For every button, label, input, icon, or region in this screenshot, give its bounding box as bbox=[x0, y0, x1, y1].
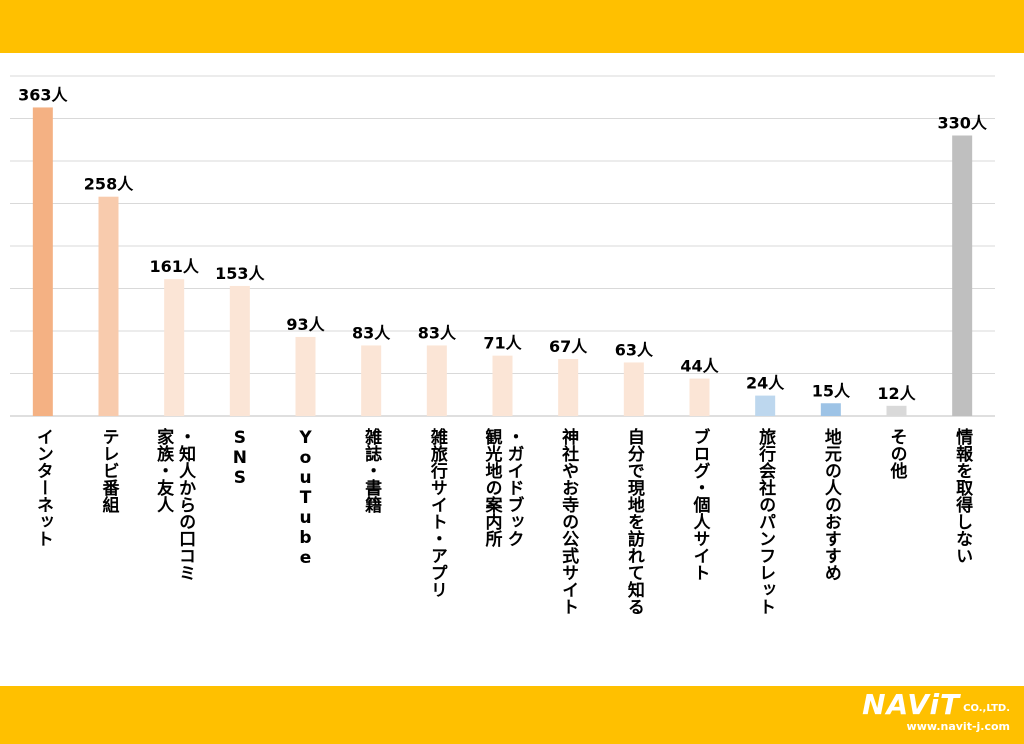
bar bbox=[426, 345, 447, 416]
data-label: 63人 bbox=[615, 340, 654, 359]
tick-label: SNS bbox=[230, 428, 250, 488]
tick-label: テレビ番組 bbox=[99, 428, 121, 513]
bar bbox=[952, 135, 973, 416]
tick-label: 自分で現地を訪れて知る bbox=[624, 427, 646, 615]
bar bbox=[492, 355, 513, 416]
tick-label: インターネット bbox=[33, 428, 53, 547]
bar bbox=[295, 336, 316, 416]
bar bbox=[886, 405, 907, 416]
bar bbox=[32, 107, 53, 416]
footer-band bbox=[0, 686, 1024, 744]
bar bbox=[164, 279, 185, 416]
data-label: 67人 bbox=[549, 337, 588, 356]
tick-label: 神社やお寺の公式サイト bbox=[558, 427, 580, 615]
tick-label: ブログ・個人サイト bbox=[690, 427, 712, 581]
bar bbox=[689, 378, 710, 416]
navit-logo: NAViT CO.,LTD. www.navit-j.com bbox=[820, 690, 1010, 740]
tick-label: YouTube bbox=[296, 428, 316, 568]
tick-label: 雑誌・書籍 bbox=[361, 427, 383, 514]
data-label: 363人 bbox=[18, 85, 68, 104]
tick-label: 情報を取得しない bbox=[952, 427, 974, 564]
tick-label: 家族・友人 bbox=[153, 427, 174, 513]
logo-name: NAViT bbox=[862, 688, 961, 721]
bar bbox=[98, 196, 119, 416]
data-label: 258人 bbox=[84, 175, 134, 194]
bar bbox=[229, 285, 250, 416]
data-label: 15人 bbox=[812, 381, 851, 400]
tick-label: 地元の人のおすすめ bbox=[821, 427, 842, 581]
data-label: 161人 bbox=[149, 257, 199, 276]
data-label: 44人 bbox=[680, 357, 719, 376]
tick-label: 旅行会社のパンフレット bbox=[755, 427, 777, 615]
tick-label: ・知人からの口コミ bbox=[175, 428, 197, 581]
data-label: 83人 bbox=[418, 323, 457, 342]
bar bbox=[361, 345, 382, 416]
data-label: 330人 bbox=[937, 114, 987, 133]
logo-suffix: CO.,LTD. bbox=[963, 703, 1010, 714]
data-label: 24人 bbox=[746, 374, 785, 393]
data-label: 153人 bbox=[215, 264, 265, 283]
logo-url: www.navit-j.com bbox=[906, 720, 1010, 733]
tick-label: 観光地の案内所 bbox=[482, 427, 504, 548]
bar bbox=[558, 359, 579, 416]
data-label: 93人 bbox=[286, 315, 325, 334]
data-label: 83人 bbox=[352, 323, 391, 342]
header-band bbox=[0, 0, 1024, 53]
tick-label: ・ガイドブック bbox=[504, 428, 524, 547]
bar bbox=[820, 403, 841, 416]
bar bbox=[755, 395, 776, 416]
data-label: 12人 bbox=[877, 384, 916, 403]
data-label: 71人 bbox=[483, 334, 522, 353]
bar bbox=[623, 362, 644, 416]
tick-label: 雑旅行サイト・アプリ bbox=[427, 427, 449, 598]
tick-label: その他 bbox=[887, 428, 909, 479]
